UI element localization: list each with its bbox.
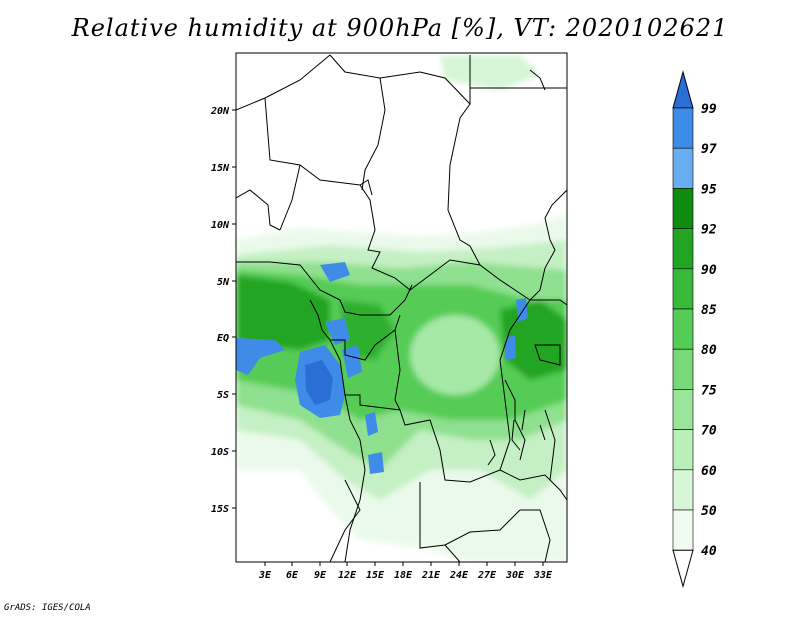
lat-tick-label: 5S: [217, 390, 229, 401]
lat-tick-label: EQ: [217, 333, 229, 344]
colorbar-level-label: 97: [701, 142, 717, 157]
high-humidity-patches: [236, 262, 528, 474]
colorbar-level-label: 85: [701, 303, 717, 318]
colorbar-swatch: [672, 107, 694, 149]
colorbar-swatch: [672, 469, 694, 511]
lat-tick-label: 5N: [217, 277, 230, 288]
colorbar-level-label: 95: [701, 182, 717, 197]
country-borders: [236, 54, 567, 562]
colorbar-level-label: 50: [701, 504, 717, 519]
colorbar-swatch: [672, 147, 694, 189]
lon-tick-label: 3E: [258, 570, 272, 581]
lat-tick-label: 15N: [211, 163, 230, 174]
lon-tick-label: 9E: [314, 570, 327, 581]
colorbar-level-label: 40: [701, 544, 717, 559]
colorbar-swatch: [672, 429, 694, 471]
colorbar: 99 97 95 92 90 85 80 75 70 60 50 40: [672, 70, 717, 589]
colorbar-swatch: [672, 509, 694, 551]
colorbar-swatch: [672, 389, 694, 430]
lat-tick-label: 10S: [211, 447, 229, 458]
humidity-field: [236, 55, 567, 562]
colorbar-swatch: [672, 228, 694, 270]
lon-tick-label: 24E: [449, 570, 469, 581]
lon-tick-label: 27E: [477, 570, 497, 581]
lon-tick-label: 18E: [394, 570, 413, 581]
colorbar-swatch: [672, 188, 694, 229]
lon-tick-label: 6E: [286, 570, 299, 581]
lat-tick-label: 15S: [211, 504, 229, 515]
lon-tick-label: 21E: [421, 570, 441, 581]
map-frame: [235, 52, 568, 563]
lat-tick-label: 20N: [210, 106, 230, 117]
colorbar-level-label: 90: [701, 263, 717, 278]
colorbar-min-arrow: [672, 549, 694, 589]
colorbar-level-label: 75: [701, 383, 717, 398]
lon-tick-label: 33E: [533, 570, 553, 581]
colorbar-level-label: 99: [701, 102, 717, 117]
lat-axis: [232, 109, 236, 509]
colorbar-max-arrow: [672, 70, 694, 109]
colorbar-level-label: 70: [701, 424, 717, 439]
lon-tick-label: 15E: [366, 570, 385, 581]
colorbar-swatch: [672, 268, 694, 310]
colorbar-level-label: 92: [701, 223, 717, 238]
lon-tick-label: 30E: [505, 570, 525, 581]
colorbar-swatch: [672, 308, 694, 350]
credit-text: GrADS: IGES/COLA: [4, 603, 91, 613]
lon-axis: [264, 562, 544, 566]
lon-tick-label: 12E: [338, 570, 357, 581]
chart-title: Relative humidity at 900hPa [%], VT: 202…: [71, 14, 729, 42]
colorbar-level-label: 80: [701, 343, 717, 358]
colorbar-swatch: [672, 348, 694, 390]
colorbar-level-label: 60: [701, 464, 717, 479]
lat-tick-label: 10N: [211, 220, 230, 231]
